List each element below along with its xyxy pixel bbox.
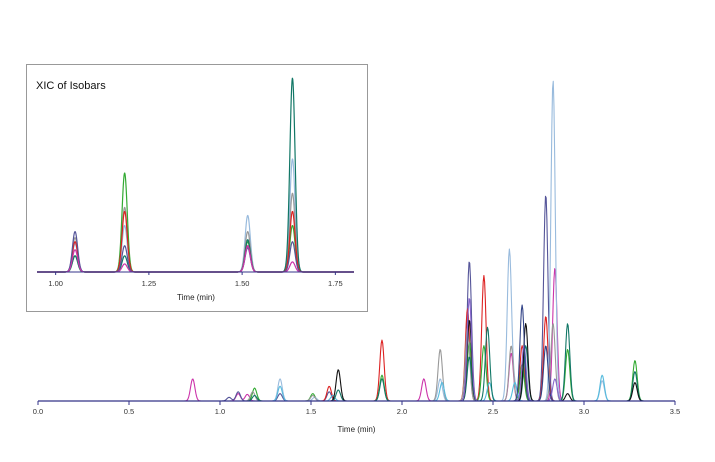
main-x-tick-label-7: 3.5 bbox=[670, 407, 680, 416]
inset-x-tick-label-3: 1.75 bbox=[328, 279, 343, 288]
main-x-tick-label-0: 0.0 bbox=[33, 407, 43, 416]
inset-title: XIC of Isobars bbox=[36, 80, 106, 92]
inset-frame bbox=[26, 64, 368, 312]
inset-x-tick-label-0: 1.00 bbox=[48, 279, 63, 288]
inset-x-ticks: 1.00 1.25 1.50 1.75 bbox=[48, 272, 343, 288]
main-x-tick-label-2: 1.0 bbox=[215, 407, 225, 416]
main-x-tick-label-5: 2.5 bbox=[488, 407, 498, 416]
main-chromatogram: 0.0 0.5 1.0 1.5 2.0 2.5 3.0 3.5 Time (min) bbox=[33, 80, 680, 434]
inset-chromatogram: XIC of Isobars 1.00 1.25 1.50 1.75 Time (mi… bbox=[26, 64, 368, 312]
main-x-tick-label-1: 0.5 bbox=[124, 407, 134, 416]
main-x-tick-label-6: 3.0 bbox=[579, 407, 589, 416]
inset-x-tick-label-1: 1.25 bbox=[142, 279, 157, 288]
main-x-ticks: 0.0 0.5 1.0 1.5 2.0 2.5 3.0 3.5 bbox=[33, 401, 680, 416]
inset-x-axis-label: Time (min) bbox=[177, 293, 215, 302]
main-x-axis-label: Time (min) bbox=[338, 425, 376, 434]
main-x-tick-label-3: 1.5 bbox=[306, 407, 316, 416]
main-x-tick-label-4: 2.0 bbox=[397, 407, 407, 416]
inset-x-tick-label-2: 1.50 bbox=[235, 279, 250, 288]
